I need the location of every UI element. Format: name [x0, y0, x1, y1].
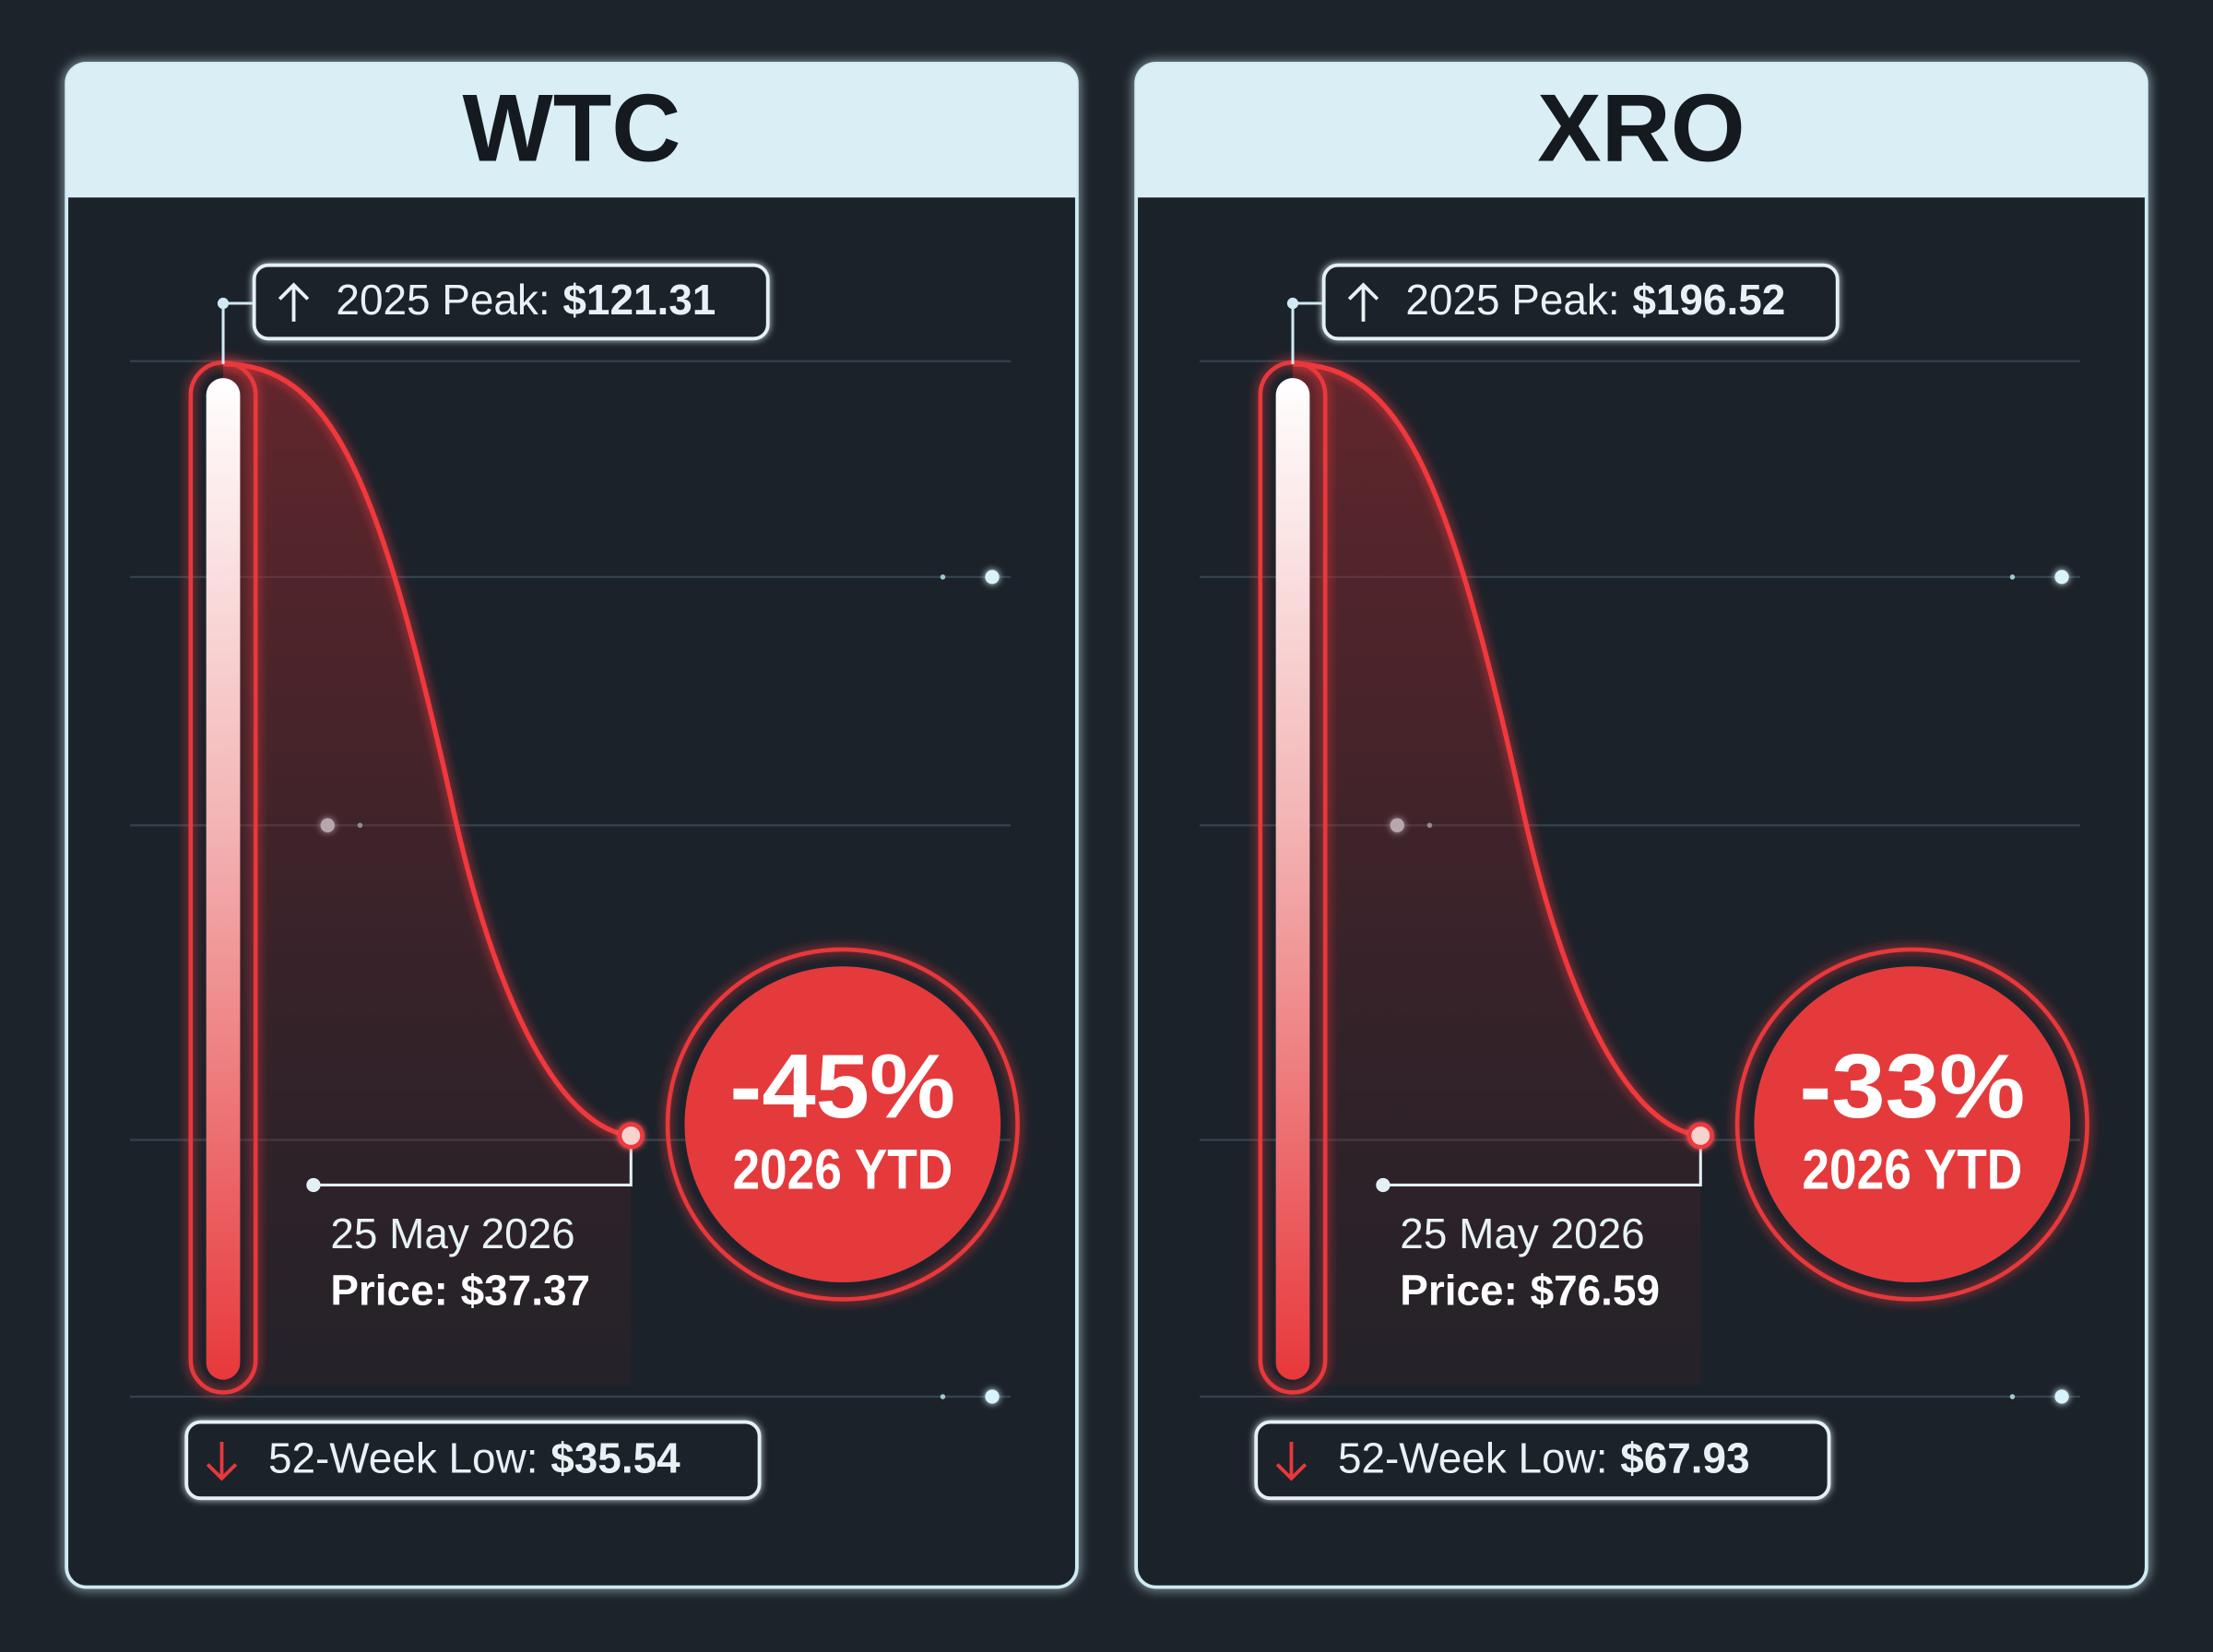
peak-dot — [1286, 297, 1299, 310]
change-percent: -33% — [1799, 1035, 2025, 1137]
ticker-title: XRO — [1537, 75, 1745, 182]
low-label-text: 52-Week Low: — [1338, 1434, 1608, 1482]
price-point — [1686, 1122, 1714, 1150]
guide-dot — [940, 574, 946, 580]
guide-dot — [2009, 1394, 2016, 1399]
price-label: Price: — [1400, 1266, 1518, 1314]
price-line: Price: $37.37 — [330, 1266, 590, 1314]
decline-area — [223, 363, 632, 1386]
decline-curve — [1292, 361, 1701, 1139]
peak-label-text: 2025 Peak: — [1405, 276, 1619, 324]
guide-dot — [940, 1394, 946, 1399]
price-date: 25 May 2026 — [330, 1210, 574, 1257]
guide-dot — [2009, 574, 2016, 580]
low-label-box — [184, 1420, 762, 1501]
peak-label: 2025 Peak: $121.31 — [336, 276, 716, 324]
badge-ring — [665, 947, 1020, 1302]
up-arrow-icon — [278, 282, 310, 322]
peak-label: 2025 Peak: $196.52 — [1405, 276, 1785, 324]
peak-label-box — [252, 263, 770, 341]
price-value: $76.59 — [1531, 1266, 1660, 1314]
low-value: $35.54 — [550, 1434, 680, 1482]
guide-dot — [985, 570, 1000, 584]
decline-curve — [223, 361, 632, 1139]
badge — [1754, 966, 2071, 1283]
guide-dot — [2054, 570, 2069, 584]
price-connector — [313, 1135, 633, 1186]
ticker-title: WTC — [463, 75, 681, 182]
panel-header — [66, 63, 1077, 198]
low-label-text: 52-Week Low: — [268, 1434, 538, 1482]
price-label: Price: — [330, 1266, 448, 1314]
low-label: 52-Week Low: $35.54 — [268, 1434, 680, 1482]
low-value: $67.93 — [1620, 1434, 1749, 1482]
range-bar — [206, 378, 241, 1380]
peak-label-box — [1321, 263, 1840, 341]
peak-value: $121.31 — [562, 276, 716, 324]
price-date: 25 May 2026 — [1400, 1210, 1644, 1257]
change-percent: -45% — [729, 1035, 955, 1137]
price-line: Price: $76.59 — [1400, 1266, 1660, 1314]
price-point — [617, 1122, 645, 1150]
low-label-box — [1254, 1420, 1831, 1501]
guide-dot — [2054, 1389, 2069, 1404]
price-value: $37.37 — [461, 1266, 590, 1314]
up-arrow-icon — [1347, 282, 1379, 322]
price-start-dot — [306, 1177, 321, 1193]
decline-area — [1293, 363, 1701, 1386]
price-connector — [1382, 1135, 1702, 1186]
badge-ring — [1734, 947, 2089, 1302]
peak-dot — [217, 297, 230, 310]
peak-value: $196.52 — [1632, 276, 1785, 324]
change-period: 2026 YTD — [732, 1138, 953, 1200]
stock-panel: XRO 2025 Peak: $196.52 25 May 2026 Price: $76… — [1134, 61, 2148, 1589]
panel-header — [1136, 63, 2147, 198]
guide-dot — [985, 1389, 1000, 1404]
down-arrow-icon — [206, 1441, 238, 1481]
price-start-dot — [1376, 1177, 1391, 1193]
range-bar — [1275, 378, 1310, 1380]
stock-panel: WTC 2025 Peak: $121.31 25 May 2026 Price: $37… — [65, 61, 1079, 1589]
peak-label-text: 2025 Peak: — [336, 276, 550, 324]
badge — [684, 966, 1001, 1283]
down-arrow-icon — [1275, 1441, 1308, 1481]
low-label: 52-Week Low: $67.93 — [1338, 1434, 1750, 1482]
change-period: 2026 YTD — [1802, 1138, 2022, 1200]
